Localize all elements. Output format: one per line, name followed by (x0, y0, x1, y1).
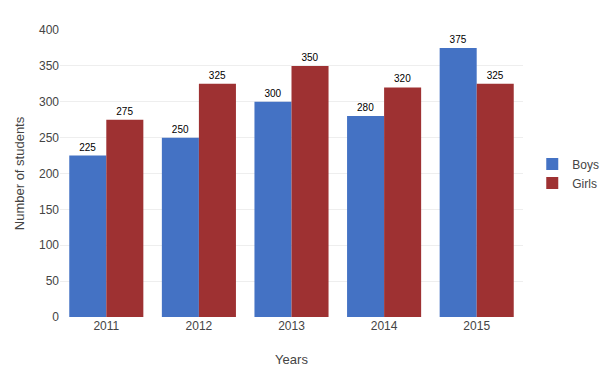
svg-text:2014: 2014 (371, 319, 398, 333)
svg-text:400: 400 (39, 23, 59, 37)
svg-text:150: 150 (39, 203, 59, 217)
svg-text:350: 350 (301, 52, 318, 63)
svg-text:Number of students: Number of students (12, 116, 27, 230)
svg-text:375: 375 (450, 34, 467, 45)
svg-text:200: 200 (39, 167, 59, 181)
svg-text:325: 325 (209, 70, 226, 81)
svg-text:280: 280 (357, 102, 374, 113)
svg-text:300: 300 (39, 95, 59, 109)
svg-text:100: 100 (39, 238, 59, 252)
svg-text:2015: 2015 (463, 319, 490, 333)
svg-text:0: 0 (52, 310, 59, 324)
svg-text:350: 350 (39, 59, 59, 73)
svg-text:225: 225 (79, 142, 96, 153)
svg-text:Boys: Boys (572, 158, 599, 172)
svg-text:300: 300 (264, 88, 281, 99)
svg-text:250: 250 (39, 131, 59, 145)
svg-text:Years: Years (275, 352, 308, 367)
svg-text:Girls: Girls (572, 177, 597, 191)
svg-text:325: 325 (487, 70, 504, 81)
svg-text:2013: 2013 (278, 319, 305, 333)
svg-text:275: 275 (116, 106, 133, 117)
svg-text:50: 50 (46, 274, 60, 288)
svg-text:2012: 2012 (186, 319, 213, 333)
svg-text:2011: 2011 (93, 319, 119, 333)
svg-text:320: 320 (394, 73, 411, 84)
svg-text:250: 250 (172, 124, 189, 135)
